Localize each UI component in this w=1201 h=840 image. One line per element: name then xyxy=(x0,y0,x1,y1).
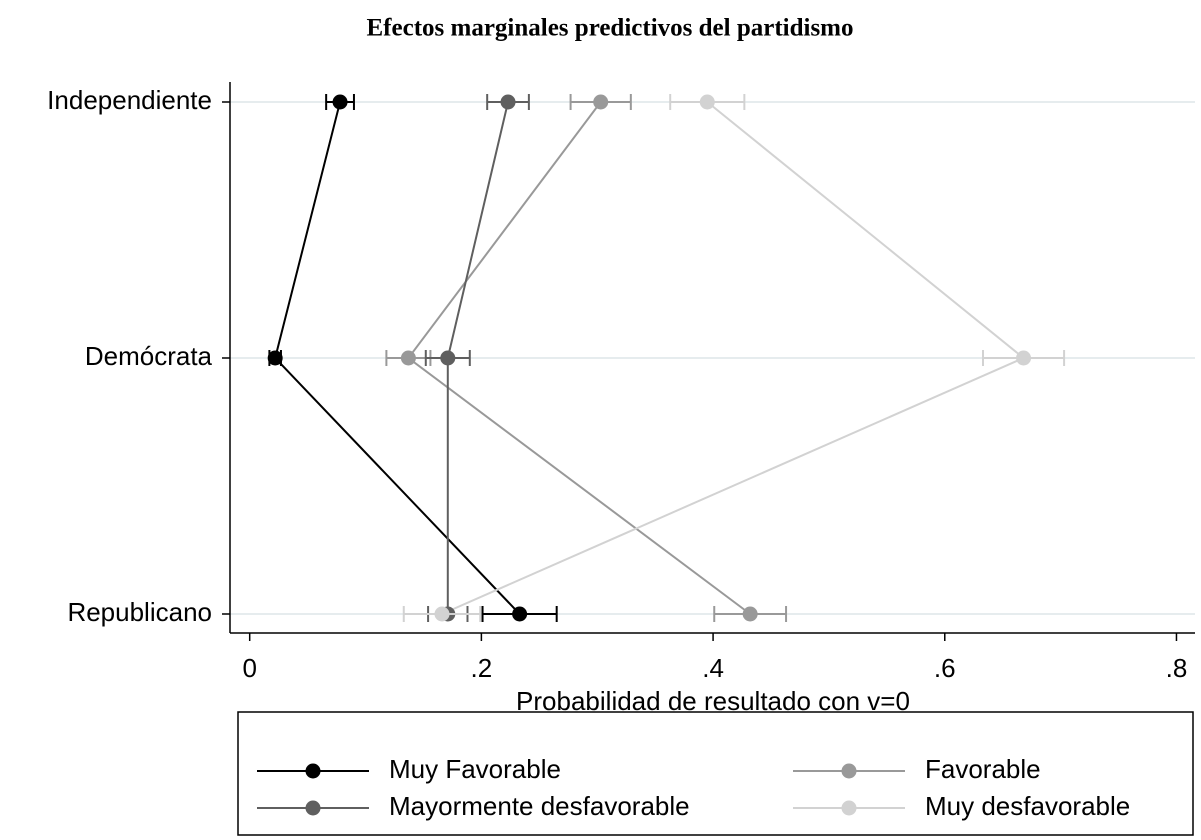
point xyxy=(742,606,758,622)
point xyxy=(1016,350,1032,366)
legend-marker xyxy=(305,800,321,816)
legend-label: Muy desfavorable xyxy=(925,791,1130,821)
legend-marker xyxy=(841,763,857,779)
point xyxy=(267,350,283,366)
legend-label: Muy Favorable xyxy=(389,754,561,784)
point xyxy=(593,94,609,110)
point xyxy=(332,94,348,110)
x-tick-label: .4 xyxy=(702,653,724,683)
point xyxy=(440,350,456,366)
point xyxy=(400,350,416,366)
x-tick-label: .6 xyxy=(934,653,956,683)
x-axis-label: Probabilidad de resultado con v=0 xyxy=(516,686,910,716)
legend-marker xyxy=(841,800,857,816)
point xyxy=(512,606,528,622)
legend-box xyxy=(237,711,1194,836)
x-tick-label: .2 xyxy=(471,653,493,683)
legend-label: Favorable xyxy=(925,754,1041,784)
y-tick-label: Independiente xyxy=(47,85,212,115)
point xyxy=(434,606,450,622)
point xyxy=(500,94,516,110)
x-tick-label: 0 xyxy=(242,653,256,683)
point xyxy=(699,94,715,110)
y-tick-label: Demócrata xyxy=(85,341,213,371)
legend-label: Mayormente desfavorable xyxy=(389,791,690,821)
x-tick-label: .8 xyxy=(1166,653,1188,683)
y-tick-label: Republicano xyxy=(67,597,212,627)
chart-title: Efectos marginales predictivos del parti… xyxy=(367,15,854,42)
legend-marker xyxy=(305,763,321,779)
